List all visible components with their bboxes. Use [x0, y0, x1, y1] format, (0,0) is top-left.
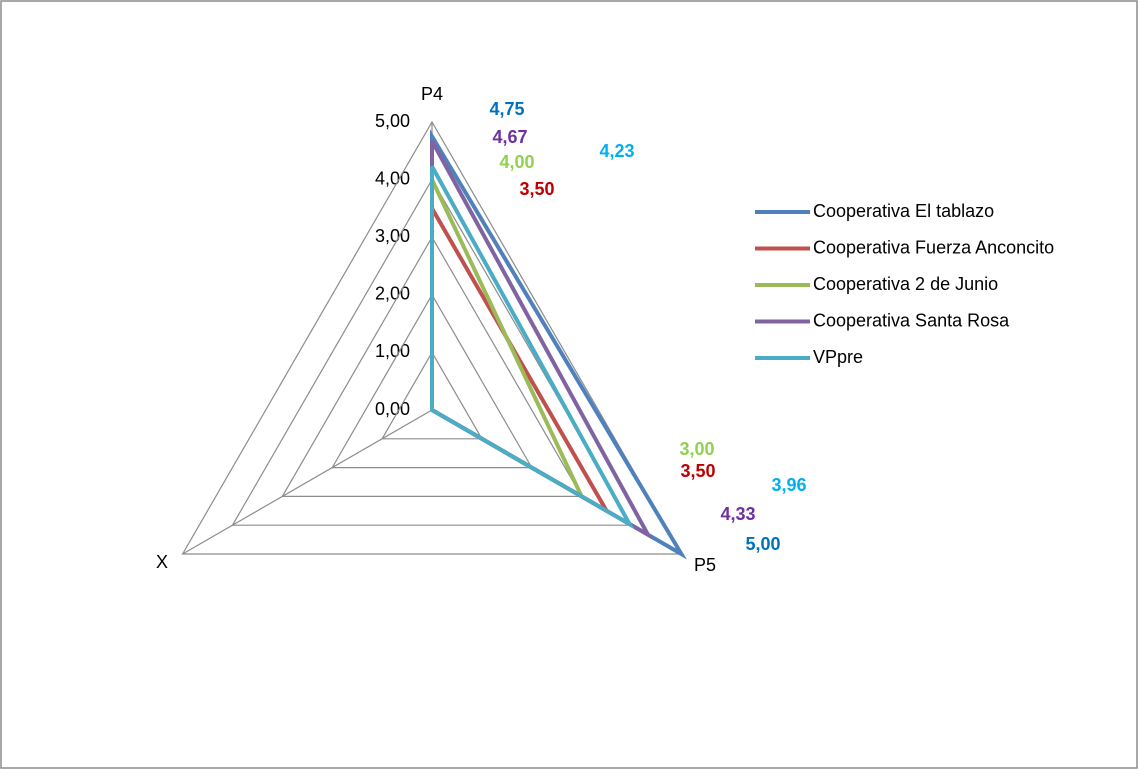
legend-label: Cooperativa 2 de Junio: [813, 274, 998, 294]
grid-ring: [231, 178, 633, 526]
grid-ring: [331, 293, 533, 469]
r-tick-label: 5,00: [375, 111, 410, 131]
r-tick-label: 4,00: [375, 168, 410, 188]
category-label: P5: [694, 555, 716, 575]
r-tick-label: 3,00: [375, 226, 410, 246]
value-label: 3,96: [771, 475, 806, 495]
value-label: 3,50: [680, 461, 715, 481]
grid-ring: [381, 351, 483, 440]
spoke: [182, 409, 433, 555]
legend-label: Cooperativa Santa Rosa: [813, 310, 1010, 330]
r-tick-label: 0,00: [375, 399, 410, 419]
legend-label: Cooperativa El tablazo: [813, 201, 994, 221]
value-label: 4,75: [489, 99, 524, 119]
legend-label: VPpre: [813, 347, 863, 367]
value-label: 4,33: [720, 504, 755, 524]
value-label: 3,00: [679, 439, 714, 459]
value-label: 5,00: [745, 534, 780, 554]
value-label: 3,50: [519, 179, 554, 199]
category-label: X: [156, 552, 168, 572]
legend-label: Cooperativa Fuerza Anconcito: [813, 237, 1054, 257]
category-label: P4: [421, 84, 443, 104]
series-line: [430, 165, 635, 530]
value-label: 4,67: [492, 127, 527, 147]
grid-ring: [181, 120, 683, 555]
r-tick-label: 2,00: [375, 284, 410, 304]
r-tick-label: 1,00: [375, 341, 410, 361]
value-label: 4,23: [599, 141, 634, 161]
value-label: 4,00: [499, 152, 534, 172]
grid-ring: [281, 235, 583, 497]
